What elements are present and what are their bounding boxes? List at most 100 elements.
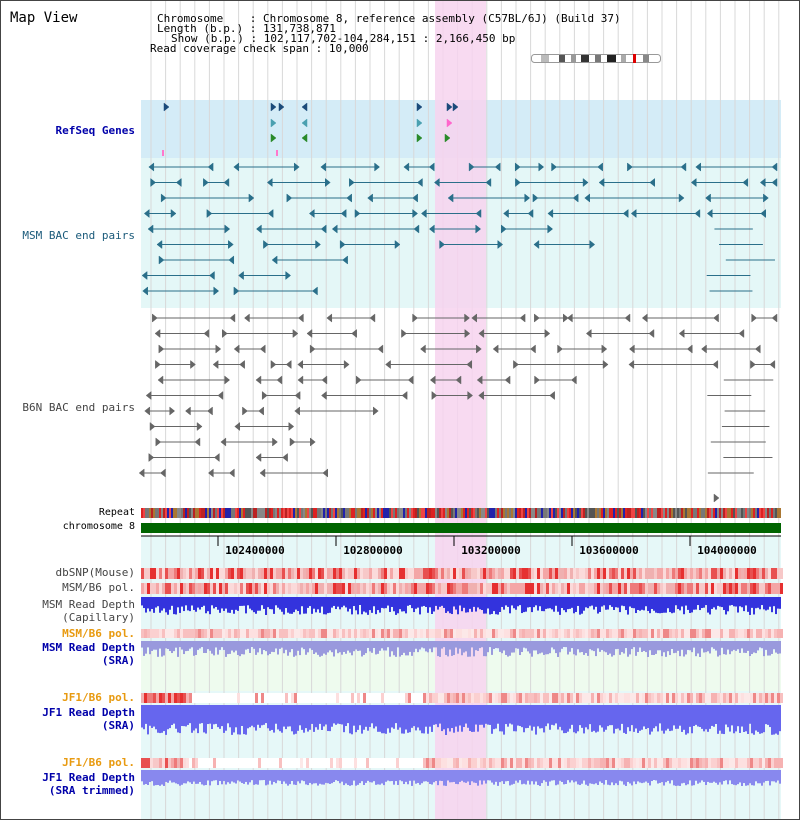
dbsnp-cell [726,568,729,579]
dbsnp-cell [393,568,396,579]
dbsnp-cell [360,568,363,579]
track-label-msm-b6-pol-2[interactable]: MSM/B6 pol. [62,627,135,640]
dbsnp-cell [489,568,492,579]
msm-depth-capillary-bar [281,597,283,612]
repeat-segment [379,508,381,518]
msm-depth-capillary-bar [447,597,449,612]
repeat-segment [459,508,461,518]
msm-depth-capillary-bar [531,597,533,613]
jf1-pol-cell [507,693,510,703]
track-label-jf1-b6-pol-1[interactable]: JF1/B6 pol. [62,691,135,704]
msm-depth-sra-bar [501,641,503,654]
jf1-pol-cell [543,693,546,703]
jf1-pol2-cell [678,758,681,768]
jf1-pol2-cell [231,758,234,768]
dbsnp-cell [177,568,180,579]
repeat-segment [577,508,579,518]
msm-pol-cell [606,583,609,594]
jf1-depth-trimmed-bar [713,770,715,782]
track-label-refseq[interactable]: RefSeq Genes [55,124,135,137]
repeat-segment [325,508,327,518]
repeat-segment [533,508,535,518]
track-label-b6n-bac[interactable]: B6N BAC end pairs [22,401,135,414]
b6n-bac-end [259,344,266,354]
msm-pol-cell [528,583,531,594]
track-label-jf1-depth-trimmed[interactable]: JF1 Read Depth [42,771,135,784]
dbsnp-cell [462,568,465,579]
msm-depth-sra-bar [605,641,607,653]
msm-depth-capillary-bar [599,597,601,613]
repeat-segment [161,508,163,518]
jf1-depth-sra-bar [295,705,297,734]
track-label-msm-depth-sra[interactable]: MSM Read Depth [42,641,135,654]
msm-pol-cell [642,583,645,594]
jf1-pol2-cell [618,758,621,768]
msm-depth-capillary-bar [273,597,275,614]
b6n-bac-end [373,406,379,416]
jf1-depth-trimmed-bar [499,770,501,783]
msm-depth-capillary-bar [235,597,237,610]
msm-depth-capillary-bar [167,597,169,615]
b6n-bac-end [207,406,213,416]
msm-depth-sra-bar [553,641,555,650]
dbsnp-cell [300,568,303,579]
jf1-depth-sra-bar [663,705,665,734]
jf1-depth-sra-bar [205,705,207,734]
track-label-jf1-b6-pol-2[interactable]: JF1/B6 pol. [62,756,135,769]
jf1-depth-sra-bar [597,705,599,732]
jf1-depth-trimmed-bar [441,770,443,782]
track-label-msm-b6-pol-1[interactable]: MSM/B6 pol. [62,581,135,594]
jf1-depth-sra-bar [617,705,619,729]
jf1-pol2-cell [477,758,480,768]
msm-depth-capillary-bar [363,597,365,612]
msm-bac-end [447,193,454,203]
msm-depth-sra-bar [491,641,493,655]
chromosome-ideogram[interactable] [531,54,661,63]
jf1-depth-trimmed-bar [431,770,433,785]
jf1-depth-sra-bar [141,705,143,728]
dbsnp-cell [546,568,549,579]
msm-depth-capillary-bar [683,597,685,615]
track-label-jf1-depth-sra[interactable]: JF1 Read Depth [42,706,135,719]
msm-depth-sra-bar [475,641,477,651]
msm-depth-capillary-bar [343,597,345,606]
msm-pol-cell [618,583,621,594]
track-label-msm-bac[interactable]: MSM BAC end pairs [22,229,135,242]
msm-depth-capillary-bar [659,597,661,614]
msm-depth-sra-bar [587,641,589,656]
dbsnp-cell [261,568,264,579]
jf1-depth-trimmed-bar [253,770,255,785]
msm-bac-end [771,177,778,188]
jf1-depth-sra-bar [653,705,655,729]
jf1-depth-sra-bar [655,705,657,727]
msm-depth-capillary-bar [653,597,655,611]
jf1-pol2-cell [339,758,342,768]
jf1-depth-sra-bar [449,705,451,732]
jf1-depth-sra-bar [145,705,147,724]
jf1-pol-cell [576,693,579,703]
jf1-depth-sra-bar [587,705,589,730]
jf1-pol2-cell [744,758,747,768]
msm-depth-sra-bar [405,641,407,656]
jf1-depth-trimmed-bar [683,770,685,783]
dbsnp-cell [642,568,645,579]
msm-pol2-cell [363,629,366,638]
dbsnp-cell [174,568,177,579]
repeat-segment [423,508,425,518]
msm-depth-capillary-bar [301,597,303,607]
msm-pol2-cell [147,629,150,638]
track-label-msm-depth-capillary[interactable]: MSM Read Depth [42,598,135,611]
jf1-depth-trimmed-bar [309,770,311,783]
jf1-pol2-cell [153,758,156,768]
track-label-dbsnp[interactable]: dbSNP(Mouse) [55,566,135,579]
jf1-depth-trimmed-bar [543,770,545,781]
msm-depth-capillary-bar [415,597,417,609]
jf1-depth-sra-bar [739,705,741,733]
jf1-pol2-cell [420,758,423,768]
b6n-bac-end [355,375,362,385]
msm-pol2-cell [528,629,531,638]
msm-depth-capillary-bar [227,597,229,613]
jf1-depth-sra-bar [399,705,401,728]
jf1-pol2-cell [441,758,444,768]
jf1-depth-sra-bar [409,705,411,733]
